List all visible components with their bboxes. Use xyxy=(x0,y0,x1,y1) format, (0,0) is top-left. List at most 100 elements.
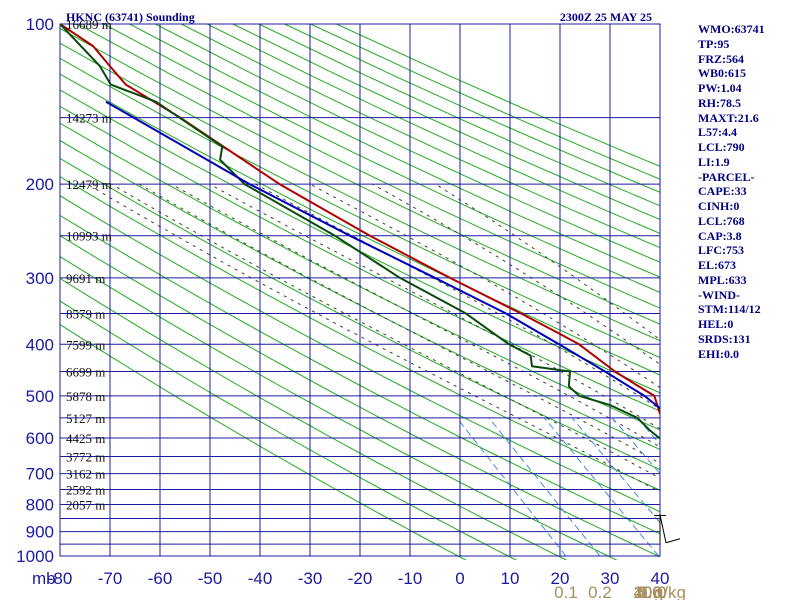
temperature-trace xyxy=(60,24,660,415)
dry-adiabat-line xyxy=(77,24,660,309)
dry-adiabat-line xyxy=(60,176,660,491)
pressure-label: 900 xyxy=(26,523,54,542)
parcel-trace xyxy=(105,100,660,410)
wind-barb-feather xyxy=(665,538,681,544)
chart-title: HKNC (63741) Sounding xyxy=(66,10,195,24)
stat-line: LCL:768 xyxy=(698,213,745,228)
stat-line: MPL:633 xyxy=(698,272,747,287)
temperature-tick-label: -60 xyxy=(148,569,173,588)
dry-adiabat-line xyxy=(180,24,660,249)
pressure-label: 600 xyxy=(26,429,54,448)
stat-line: MAXT:21.6 xyxy=(698,110,759,125)
height-label: 12479 m xyxy=(66,177,112,192)
mixing-ratio-line xyxy=(611,417,660,475)
mixing-ratio-label: 10.0 xyxy=(633,583,666,600)
pressure-label: 200 xyxy=(26,175,54,194)
dry-adiabat-line xyxy=(60,256,618,560)
stat-line: CAPE:33 xyxy=(698,184,747,199)
moist-adiabat-line xyxy=(111,183,660,479)
height-label: 2592 m xyxy=(66,483,105,498)
dry-adiabat-line xyxy=(60,214,660,535)
height-label: 9691 m xyxy=(66,271,105,286)
temperature-tick-label: -80 xyxy=(48,569,73,588)
moist-adiabat-line xyxy=(309,183,660,389)
stat-line: EHI:0.0 xyxy=(698,346,740,361)
temperature-tick-label: 40 xyxy=(651,569,670,588)
pressure-label: 100 xyxy=(26,15,54,34)
pressure-label: 1000 xyxy=(16,547,54,566)
stat-line: LCL:790 xyxy=(698,140,745,154)
y-unit-label: mb xyxy=(32,569,56,588)
temperature-tick-label: -20 xyxy=(348,569,373,588)
dry-adiabat-line xyxy=(60,27,660,325)
series xyxy=(60,24,660,440)
height-label: 8579 m xyxy=(66,306,105,321)
dry-adiabat-line xyxy=(60,105,660,412)
dry-adiabats xyxy=(60,24,660,560)
temperature-tick-label: 30 xyxy=(601,569,620,588)
stats-panel: WMO:63741 TP:95 FRZ:564 WB0:615 PW:1.04 RH:78… xyxy=(698,22,798,361)
moist-adiabat-line xyxy=(87,183,660,493)
mixing-ratio-label: 2.0 xyxy=(638,583,662,600)
mixing-ratio-label: 1.0 xyxy=(638,583,662,600)
stat-line: PW:1.04 xyxy=(698,81,742,95)
height-label: 16689 m xyxy=(66,17,112,32)
stat-line: TP:95 xyxy=(698,36,730,51)
stat-line: CAP:3.8 xyxy=(698,228,742,243)
height-label: 7599 m xyxy=(66,337,105,352)
mixing-ratio-label: 20.0 xyxy=(633,583,666,600)
wind-barb xyxy=(654,514,681,544)
dry-adiabat-line xyxy=(60,195,660,513)
wind-barb-shaft xyxy=(659,514,667,543)
dewpoint-trace xyxy=(60,24,660,440)
mixing-ratio-line xyxy=(670,418,793,556)
height-label: 14273 m xyxy=(66,111,112,126)
mixing-ratio-label: 0.6 xyxy=(638,583,662,600)
stat-line: WMO:63741 xyxy=(698,22,765,36)
valid-time: 2300Z 25 MAY 25 xyxy=(560,10,652,24)
stat-line: RH:78.5 xyxy=(698,95,741,110)
height-label: 5878 m xyxy=(66,389,105,404)
dry-adiabat-line xyxy=(155,24,660,263)
mixing-ratio-line xyxy=(717,418,800,556)
temperature-tick-label: 10 xyxy=(501,569,520,588)
height-label: 6699 m xyxy=(66,365,105,380)
dry-adiabat-line xyxy=(60,73,660,376)
height-label: 4425 m xyxy=(66,431,105,446)
dry-adiabat-line xyxy=(60,157,660,471)
dry-adiabat-line xyxy=(60,139,660,451)
height-label: 10993 m xyxy=(66,229,112,244)
temperature-tick-label: 0 xyxy=(455,569,464,588)
pressure-label: 500 xyxy=(26,387,54,406)
stat-line: LI:1.9 xyxy=(698,154,730,169)
mixing-ratio-unit: g/kg xyxy=(654,583,686,600)
mixing-ratio-line xyxy=(636,417,660,446)
dry-adiabat-line xyxy=(129,24,660,278)
mixing-ratio-line xyxy=(488,417,601,557)
mixing-ratio-label: 0.1 xyxy=(554,583,578,600)
height-label: 2057 m xyxy=(66,497,105,512)
dry-adiabat-line xyxy=(60,300,518,560)
dry-adiabat-line xyxy=(60,277,568,560)
dry-adiabat-line xyxy=(103,24,660,294)
dry-adiabat-line xyxy=(60,42,660,342)
stat-line: SRDS:131 xyxy=(698,331,751,346)
temperature-tick-label: -50 xyxy=(198,569,223,588)
mixing-ratio-line xyxy=(456,417,567,557)
stat-line: LFC:753 xyxy=(698,243,744,258)
pressure-label: 300 xyxy=(26,269,54,288)
stat-line: FRZ:564 xyxy=(698,51,744,66)
temperature-tick-label: 20 xyxy=(551,569,570,588)
dry-adiabat-line xyxy=(60,323,467,560)
temperature-tick-label: -70 xyxy=(98,569,123,588)
grid xyxy=(59,23,661,557)
height-label: 3162 m xyxy=(66,467,105,482)
stat-line: -WIND- xyxy=(698,287,740,302)
stat-line: -PARCEL- xyxy=(698,169,755,184)
mixing-ratio-lines xyxy=(456,417,800,557)
pressure-label: 800 xyxy=(26,495,54,514)
temperature-tick-label: -40 xyxy=(248,569,273,588)
moist-adiabats xyxy=(87,183,660,493)
